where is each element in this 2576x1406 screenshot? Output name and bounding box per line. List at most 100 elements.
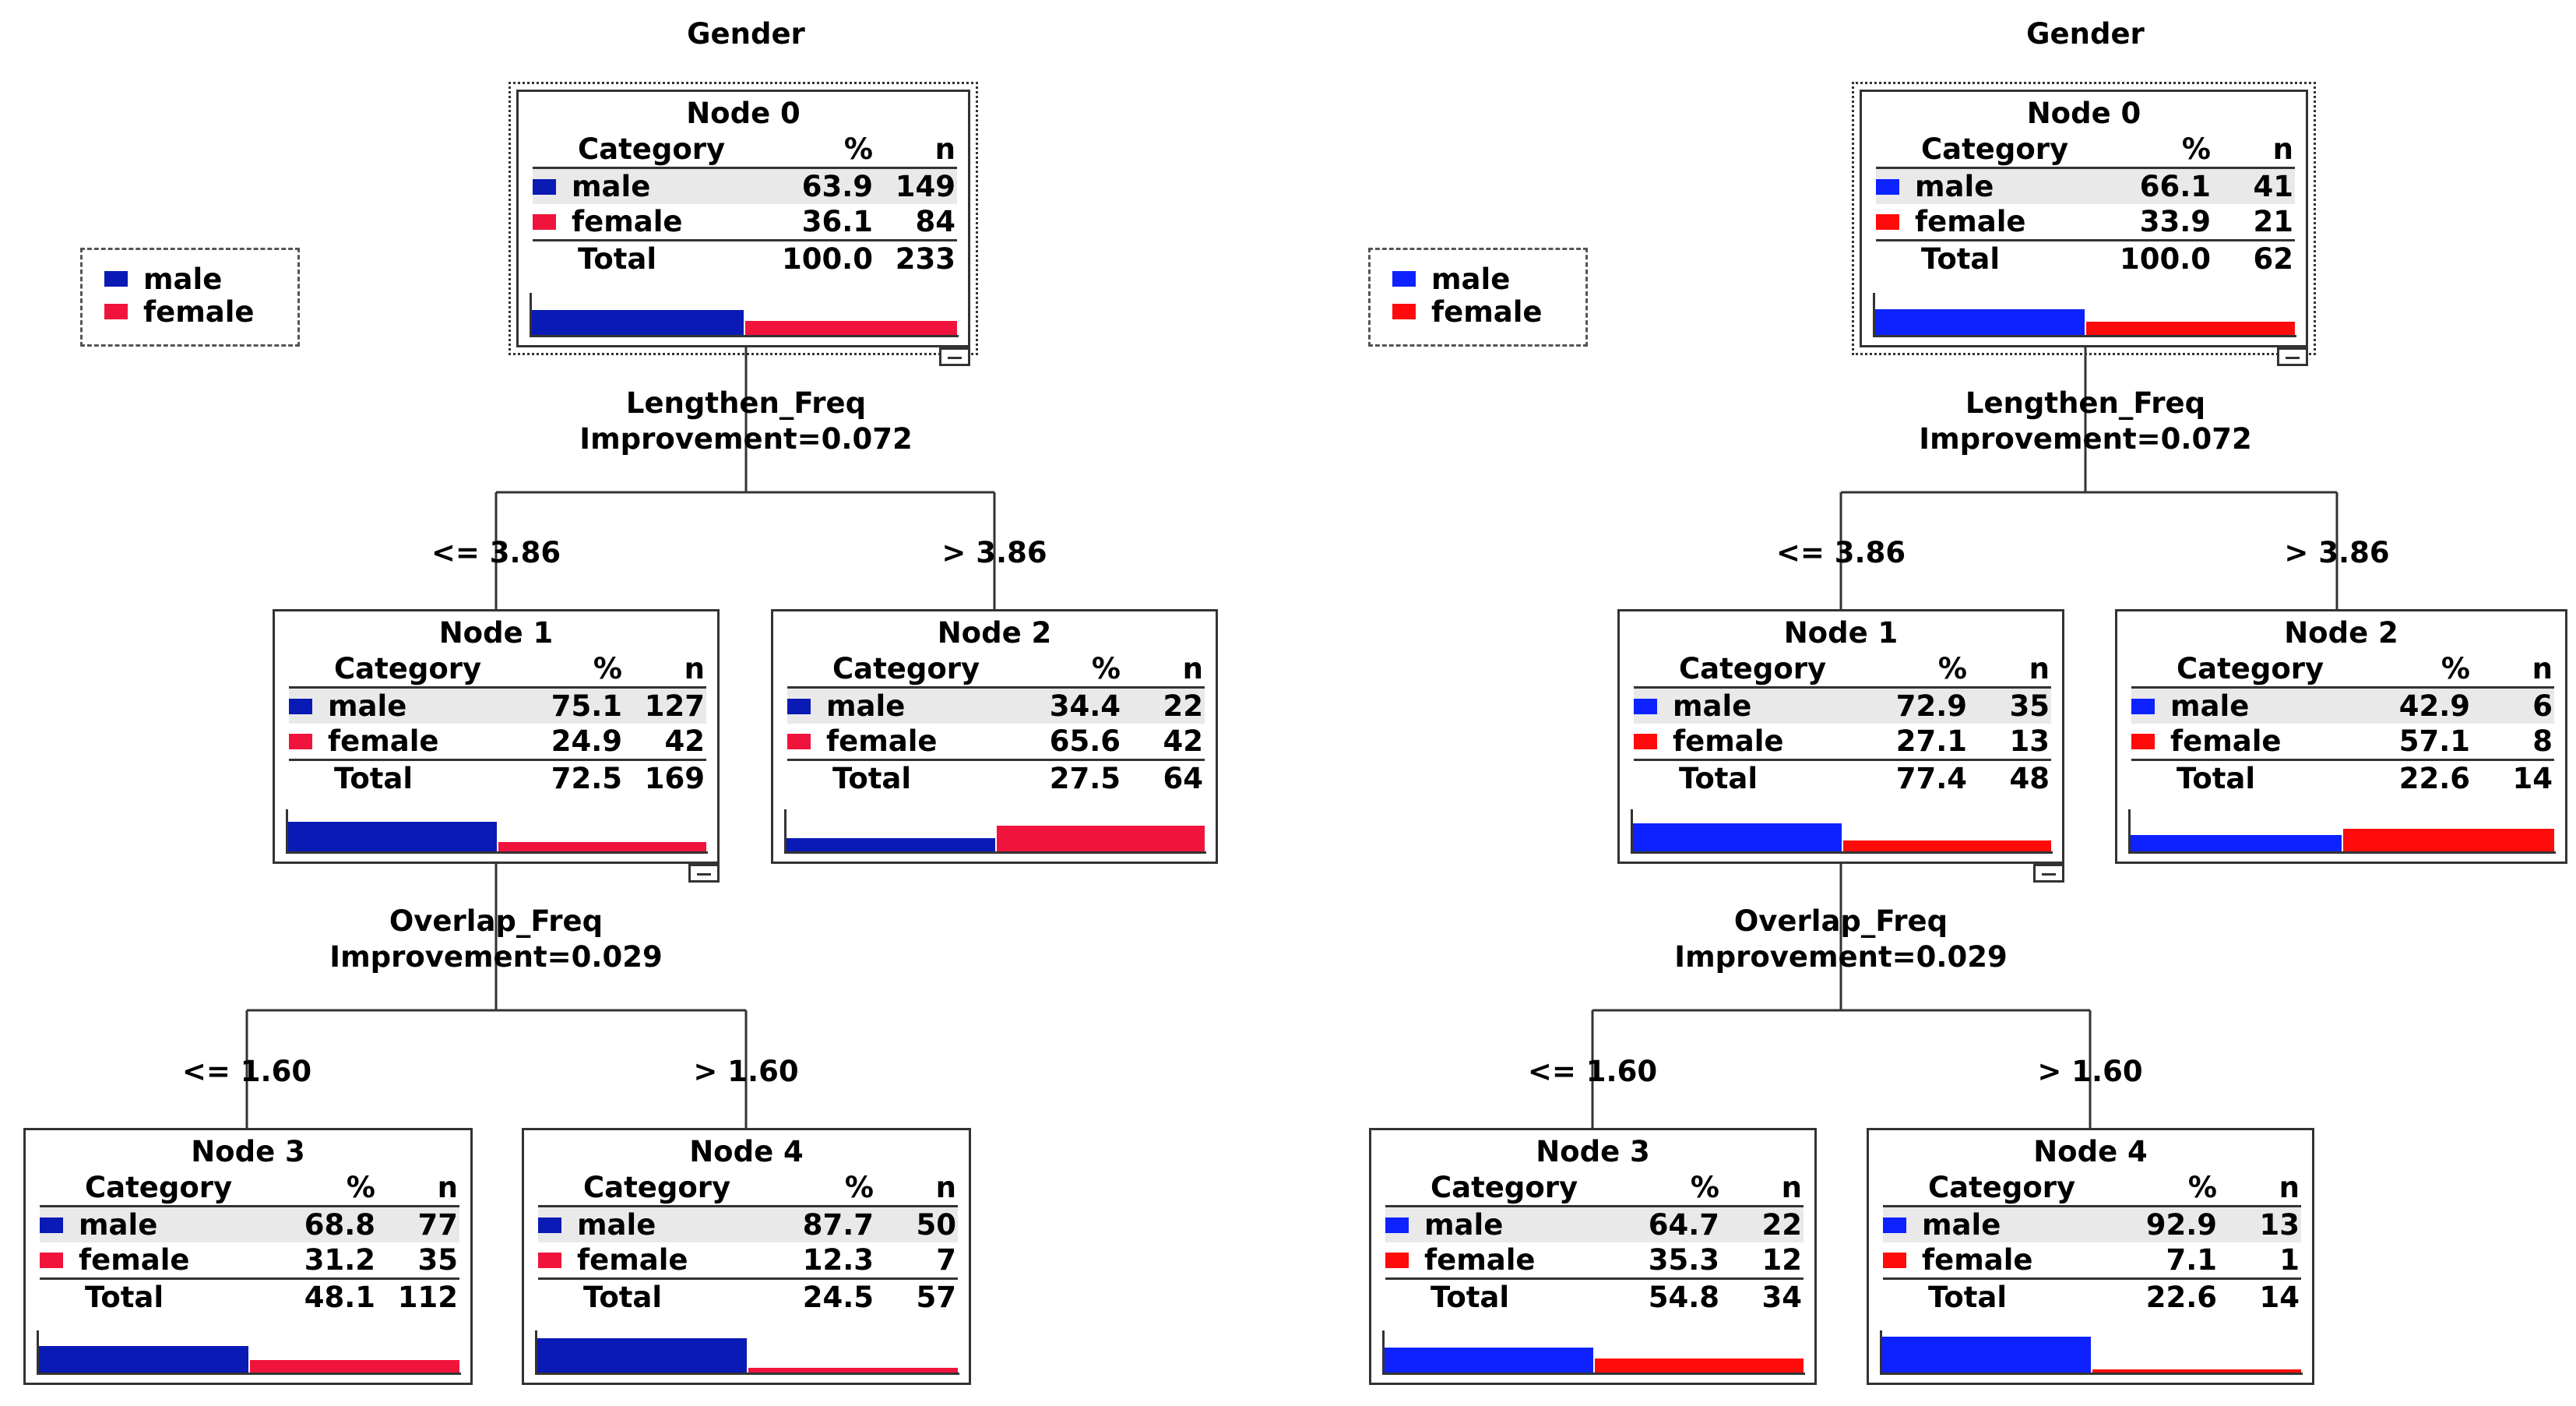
tree-node-1[interactable]: Node 1 Category% n male 72.9 35 female 27.1 13 To… <box>1617 609 2064 883</box>
table-row-total: Total 22.6 14 <box>1883 1280 2301 1315</box>
percent-value: 36.1 <box>801 205 873 238</box>
collapse-toggle-icon[interactable] <box>2277 347 2308 366</box>
table-row-female: female 65.6 42 <box>787 724 1205 761</box>
tree-node-0[interactable]: Node 0 Category% n male 66.1 41 female 33.9 21 To… <box>1852 82 2316 366</box>
female-swatch-icon <box>1634 733 1657 749</box>
branch-condition: <= 3.86 <box>431 536 561 569</box>
category-cell: female <box>40 1242 190 1277</box>
category-header: Category <box>583 1171 731 1204</box>
percent-header: % <box>2441 652 2470 685</box>
total-label: Total <box>1431 1281 1510 1314</box>
node-bar-chart <box>535 1330 959 1375</box>
male-bar <box>532 310 744 335</box>
collapse-toggle-icon[interactable] <box>939 347 970 366</box>
female-bar <box>1842 840 2051 851</box>
category-header: Category <box>1928 1171 2076 1204</box>
split-improvement: Improvement=0.072 <box>1919 422 2252 456</box>
count-value: 7 <box>936 1243 956 1277</box>
tree-node-3[interactable]: Node 3 Category% n male 64.7 22 female 35.3 12 To… <box>1369 1128 1817 1385</box>
category-cell: male <box>1634 689 1751 724</box>
female-bar <box>2092 1369 2301 1373</box>
male-bar <box>537 1338 747 1373</box>
category-label: male <box>328 689 407 723</box>
table-row-male: male 42.9 6 <box>2131 689 2554 724</box>
count-value: 13 <box>2259 1208 2300 1242</box>
branch-condition: <= 1.60 <box>181 1055 312 1088</box>
node-table: Category% n male 34.4 22 female 65.6 42 Total 27.… <box>787 652 1205 796</box>
category-label: male <box>1915 170 1994 203</box>
table-header-row: Category% n <box>787 652 1205 689</box>
category-header: Category <box>578 132 726 166</box>
table-row-male: male 87.7 50 <box>538 1207 958 1242</box>
branch-condition: > 3.86 <box>941 536 1047 569</box>
total-count: 112 <box>397 1281 458 1314</box>
count-header: n <box>2029 652 2050 685</box>
collapse-toggle-icon[interactable] <box>2033 864 2064 883</box>
table-row-total: Total 22.6 14 <box>2131 761 2554 796</box>
tree-node-3[interactable]: Node 3 Category% n male 68.8 77 female 31.2 35 To… <box>23 1128 473 1385</box>
percent-header: % <box>1690 1171 1719 1204</box>
total-label: Total <box>578 242 657 276</box>
count-value: 21 <box>2253 205 2294 238</box>
percent-header: % <box>593 652 622 685</box>
total-percent: 22.6 <box>2145 1281 2217 1314</box>
category-cell: male <box>289 689 406 724</box>
percent-value: 57.1 <box>2398 724 2470 758</box>
right-decision-tree: Gender male female Lengthen_Freq Improvement… <box>1288 0 2576 1406</box>
percent-value: 63.9 <box>801 170 873 203</box>
count-value: 149 <box>895 170 955 203</box>
percent-value: 35.3 <box>1648 1243 1719 1277</box>
collapse-toggle-icon[interactable] <box>688 864 720 883</box>
male-swatch-icon <box>787 698 811 714</box>
category-label: male <box>1922 1208 2001 1242</box>
female-bar <box>2085 322 2295 335</box>
count-header: n <box>1781 1171 1802 1204</box>
table-row-total: Total 54.8 34 <box>1385 1280 1804 1315</box>
count-header: n <box>1182 652 1203 685</box>
female-bar <box>2343 829 2554 851</box>
total-count: 57 <box>916 1281 957 1314</box>
total-percent: 24.5 <box>802 1281 874 1314</box>
table-header-row: Category% n <box>40 1171 459 1207</box>
category-cell: female <box>1876 204 2026 239</box>
percent-value: 31.2 <box>304 1243 375 1277</box>
percent-header: % <box>2187 1171 2217 1204</box>
split-improvement: Improvement=0.029 <box>1674 940 2008 974</box>
total-count: 169 <box>644 762 705 795</box>
category-label: female <box>1673 724 1784 758</box>
category-cell: male <box>2131 689 2249 724</box>
percent-value: 92.9 <box>2145 1208 2217 1242</box>
category-cell: female <box>1385 1242 1536 1277</box>
female-swatch-icon <box>538 1252 561 1268</box>
tree-node-2[interactable]: Node 2 Category% n male 42.9 6 female 57.1 8 Tota… <box>2115 609 2567 864</box>
category-header: Category <box>1921 132 2069 166</box>
female-swatch-icon <box>1883 1252 1906 1268</box>
tree-node-1[interactable]: Node 1 Category% n male 75.1 127 female 24.9 42 T… <box>273 609 720 883</box>
total-count: 62 <box>2253 242 2294 276</box>
tree-node-4[interactable]: Node 4 Category% n male 87.7 50 female 12.3 7 Tot… <box>522 1128 971 1385</box>
total-count: 48 <box>2009 762 2050 795</box>
node-bar-chart <box>1880 1330 2303 1375</box>
female-swatch-icon <box>787 733 811 749</box>
table-row-female: female 35.3 12 <box>1385 1242 1804 1280</box>
tree-node-2[interactable]: Node 2 Category% n male 34.4 22 female 65.6 42 To… <box>771 609 1218 864</box>
tree-node-4[interactable]: Node 4 Category% n male 92.9 13 female 7.1 1 Tota… <box>1867 1128 2314 1385</box>
category-cell: male <box>1883 1207 2001 1242</box>
count-header: n <box>2272 132 2293 166</box>
percent-header: % <box>1091 652 1121 685</box>
category-label: male <box>79 1208 158 1242</box>
table-row-female: female 27.1 13 <box>1634 724 2051 761</box>
count-value: 6 <box>2532 689 2553 723</box>
percent-value: 87.7 <box>802 1208 874 1242</box>
branch-condition: <= 3.86 <box>1775 536 1906 569</box>
category-label: female <box>79 1243 190 1277</box>
female-bar <box>250 1360 459 1373</box>
male-bar <box>787 838 995 851</box>
total-label: Total <box>334 762 413 795</box>
count-value: 127 <box>644 689 705 723</box>
tree-node-0[interactable]: Node 0 Category% n male 63.9 149 female 36.1 84 T… <box>509 82 978 366</box>
target-variable-title: Gender <box>2026 17 2145 51</box>
category-label: female <box>577 1243 688 1277</box>
table-row-male: male 64.7 22 <box>1385 1207 1804 1242</box>
percent-header: % <box>844 1171 874 1204</box>
